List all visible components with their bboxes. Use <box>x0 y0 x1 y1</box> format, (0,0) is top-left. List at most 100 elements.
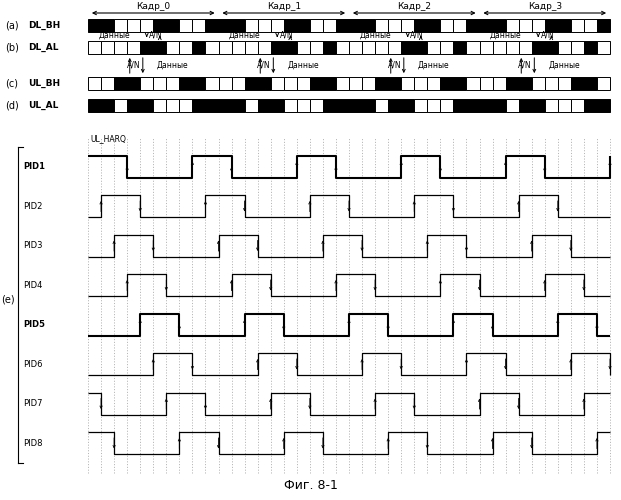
Bar <box>558 99 571 112</box>
Bar <box>349 41 362 54</box>
Bar <box>271 77 284 90</box>
Text: PID5: PID5 <box>23 320 45 329</box>
Bar <box>297 19 310 32</box>
Bar <box>127 77 140 90</box>
Bar <box>206 99 219 112</box>
Bar <box>88 19 101 32</box>
Bar <box>140 19 153 32</box>
Bar <box>545 77 558 90</box>
Text: DL_AL: DL_AL <box>28 43 58 52</box>
Bar <box>284 77 297 90</box>
Text: Данные: Данные <box>360 31 391 40</box>
Bar <box>440 41 453 54</box>
Bar <box>597 41 610 54</box>
Bar <box>453 41 466 54</box>
Bar <box>310 41 323 54</box>
Bar <box>284 41 297 54</box>
Bar <box>153 77 166 90</box>
Bar <box>466 99 479 112</box>
Bar <box>310 77 323 90</box>
Bar <box>479 41 492 54</box>
Bar <box>532 99 545 112</box>
Bar <box>179 99 193 112</box>
Bar <box>375 19 388 32</box>
Bar <box>519 41 532 54</box>
Bar <box>545 19 558 32</box>
Bar <box>297 41 310 54</box>
Bar <box>140 99 153 112</box>
Bar <box>401 41 414 54</box>
Bar <box>179 77 193 90</box>
Bar <box>466 77 479 90</box>
Bar <box>88 41 101 54</box>
Bar <box>505 41 519 54</box>
Bar <box>558 41 571 54</box>
Bar <box>101 77 114 90</box>
Bar <box>479 99 492 112</box>
Text: DL_BH: DL_BH <box>28 21 60 30</box>
Bar <box>440 19 453 32</box>
Bar <box>114 19 127 32</box>
Text: A/N: A/N <box>519 61 532 70</box>
Bar <box>336 41 349 54</box>
Bar <box>284 99 297 112</box>
Bar <box>323 41 336 54</box>
Text: A/N: A/N <box>149 31 163 40</box>
Bar <box>336 77 349 90</box>
Bar <box>258 41 271 54</box>
Bar <box>166 41 179 54</box>
Text: A/N: A/N <box>410 31 424 40</box>
Bar <box>453 77 466 90</box>
Bar <box>597 19 610 32</box>
Bar <box>258 19 271 32</box>
Bar <box>153 19 166 32</box>
Bar <box>597 99 610 112</box>
Text: Данные: Данные <box>490 31 522 40</box>
Bar <box>179 41 193 54</box>
Text: (d): (d) <box>5 100 19 110</box>
Bar <box>466 19 479 32</box>
Bar <box>505 77 519 90</box>
Bar <box>127 41 140 54</box>
Bar <box>519 19 532 32</box>
Bar <box>505 99 519 112</box>
Bar <box>193 41 206 54</box>
Bar <box>127 19 140 32</box>
Text: PID3: PID3 <box>23 242 42 250</box>
Bar <box>140 77 153 90</box>
Bar <box>206 19 219 32</box>
Bar <box>584 19 597 32</box>
Bar <box>414 99 427 112</box>
Bar <box>114 77 127 90</box>
Text: PID8: PID8 <box>23 439 42 448</box>
Bar <box>245 99 258 112</box>
Text: A/N: A/N <box>257 61 271 70</box>
Bar <box>492 41 505 54</box>
Bar <box>166 99 179 112</box>
Bar <box>414 77 427 90</box>
Bar <box>193 99 206 112</box>
Text: A/N: A/N <box>279 31 293 40</box>
Bar <box>245 19 258 32</box>
Bar <box>427 99 440 112</box>
Text: Кадр_2: Кадр_2 <box>397 2 431 11</box>
Text: UL_HARQ: UL_HARQ <box>90 134 126 143</box>
Bar <box>166 77 179 90</box>
Bar <box>453 19 466 32</box>
Bar <box>362 41 375 54</box>
Bar <box>349 19 362 32</box>
Text: Данные: Данные <box>229 31 260 40</box>
Bar <box>114 41 127 54</box>
Bar <box>519 99 532 112</box>
Bar <box>479 77 492 90</box>
Bar <box>245 41 258 54</box>
Bar <box>140 41 153 54</box>
Bar <box>271 19 284 32</box>
Bar <box>584 41 597 54</box>
Bar <box>401 19 414 32</box>
Bar <box>193 19 206 32</box>
Bar <box>388 99 401 112</box>
Bar <box>245 77 258 90</box>
Text: (c): (c) <box>5 78 18 88</box>
Bar <box>193 77 206 90</box>
